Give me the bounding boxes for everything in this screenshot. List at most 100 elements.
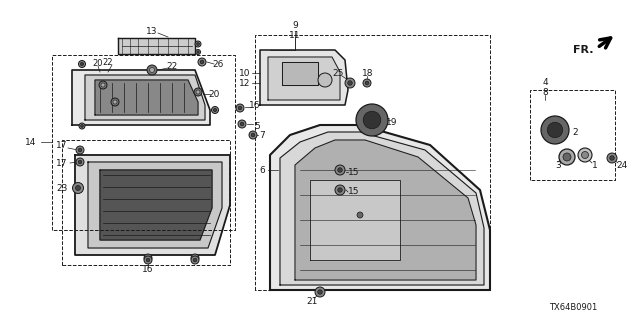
Circle shape	[338, 168, 342, 172]
Polygon shape	[95, 80, 198, 115]
Text: 14: 14	[26, 138, 36, 147]
Circle shape	[195, 50, 200, 54]
Circle shape	[198, 58, 206, 66]
Circle shape	[357, 212, 363, 218]
Circle shape	[111, 98, 119, 106]
Circle shape	[76, 186, 81, 190]
Text: 12: 12	[239, 78, 251, 87]
Circle shape	[78, 148, 82, 152]
Circle shape	[79, 60, 86, 68]
Circle shape	[364, 111, 381, 129]
Circle shape	[318, 73, 332, 87]
Circle shape	[81, 62, 84, 66]
Text: 3: 3	[555, 161, 561, 170]
Text: 4: 4	[542, 77, 548, 86]
Circle shape	[541, 116, 569, 144]
Text: 9: 9	[292, 20, 298, 29]
Text: 1: 1	[592, 161, 598, 170]
Text: FR.: FR.	[573, 45, 593, 55]
Circle shape	[251, 133, 255, 137]
Circle shape	[547, 122, 563, 138]
Circle shape	[238, 106, 242, 110]
Text: 24: 24	[616, 161, 628, 170]
Circle shape	[559, 149, 575, 165]
Text: 20: 20	[93, 59, 103, 68]
Polygon shape	[118, 38, 195, 54]
Text: 6: 6	[259, 165, 265, 174]
Text: 8: 8	[542, 87, 548, 97]
Circle shape	[200, 60, 204, 64]
Circle shape	[72, 182, 83, 194]
Text: 23: 23	[56, 183, 68, 193]
Text: 22: 22	[166, 61, 178, 70]
Text: 5: 5	[254, 122, 260, 131]
Text: 2: 2	[572, 127, 578, 137]
Circle shape	[335, 165, 345, 175]
Text: 25: 25	[332, 68, 344, 77]
Text: 17: 17	[56, 158, 68, 167]
Polygon shape	[100, 170, 212, 240]
Polygon shape	[270, 125, 490, 290]
Circle shape	[81, 125, 83, 127]
Polygon shape	[268, 57, 340, 100]
Polygon shape	[310, 180, 400, 260]
Text: 26: 26	[212, 60, 224, 68]
Circle shape	[191, 256, 199, 264]
Circle shape	[249, 131, 257, 139]
Text: 16: 16	[249, 100, 260, 109]
Circle shape	[146, 258, 150, 262]
Circle shape	[213, 108, 216, 112]
Text: 16: 16	[142, 266, 154, 275]
Circle shape	[607, 153, 617, 163]
Circle shape	[315, 287, 325, 297]
Circle shape	[99, 81, 107, 89]
Text: 21: 21	[307, 298, 317, 307]
Text: 11: 11	[289, 30, 301, 39]
Text: 19: 19	[387, 117, 397, 126]
Polygon shape	[280, 132, 484, 285]
Circle shape	[335, 185, 345, 195]
Polygon shape	[75, 155, 230, 255]
Circle shape	[193, 256, 197, 260]
Polygon shape	[295, 140, 476, 280]
Circle shape	[196, 90, 200, 94]
Polygon shape	[282, 62, 318, 85]
Circle shape	[144, 254, 152, 262]
Text: 17: 17	[56, 140, 68, 149]
Polygon shape	[72, 70, 210, 125]
Text: 18: 18	[362, 68, 374, 77]
Circle shape	[195, 41, 201, 47]
Circle shape	[101, 83, 105, 87]
Text: 22: 22	[103, 58, 113, 67]
Text: 10: 10	[239, 68, 251, 77]
Circle shape	[582, 151, 589, 158]
Circle shape	[345, 78, 355, 88]
Text: 13: 13	[147, 27, 157, 36]
Circle shape	[356, 104, 388, 136]
Polygon shape	[260, 50, 348, 105]
Polygon shape	[85, 75, 205, 120]
Circle shape	[240, 122, 244, 126]
Circle shape	[317, 290, 323, 294]
Circle shape	[76, 158, 84, 166]
Circle shape	[578, 148, 592, 162]
Text: TX64B0901: TX64B0901	[549, 303, 597, 313]
Circle shape	[197, 51, 199, 53]
Circle shape	[238, 120, 246, 128]
Polygon shape	[88, 162, 222, 248]
Text: 20: 20	[208, 90, 220, 99]
Circle shape	[146, 256, 150, 260]
Circle shape	[563, 153, 571, 161]
Circle shape	[338, 188, 342, 192]
Text: 15: 15	[348, 167, 360, 177]
Circle shape	[150, 68, 154, 73]
Circle shape	[191, 254, 199, 262]
Circle shape	[113, 100, 117, 104]
Circle shape	[236, 104, 244, 112]
Text: 7: 7	[259, 131, 265, 140]
Circle shape	[365, 81, 369, 85]
Circle shape	[79, 123, 85, 129]
Circle shape	[76, 146, 84, 154]
Circle shape	[211, 107, 218, 114]
Circle shape	[144, 256, 152, 264]
